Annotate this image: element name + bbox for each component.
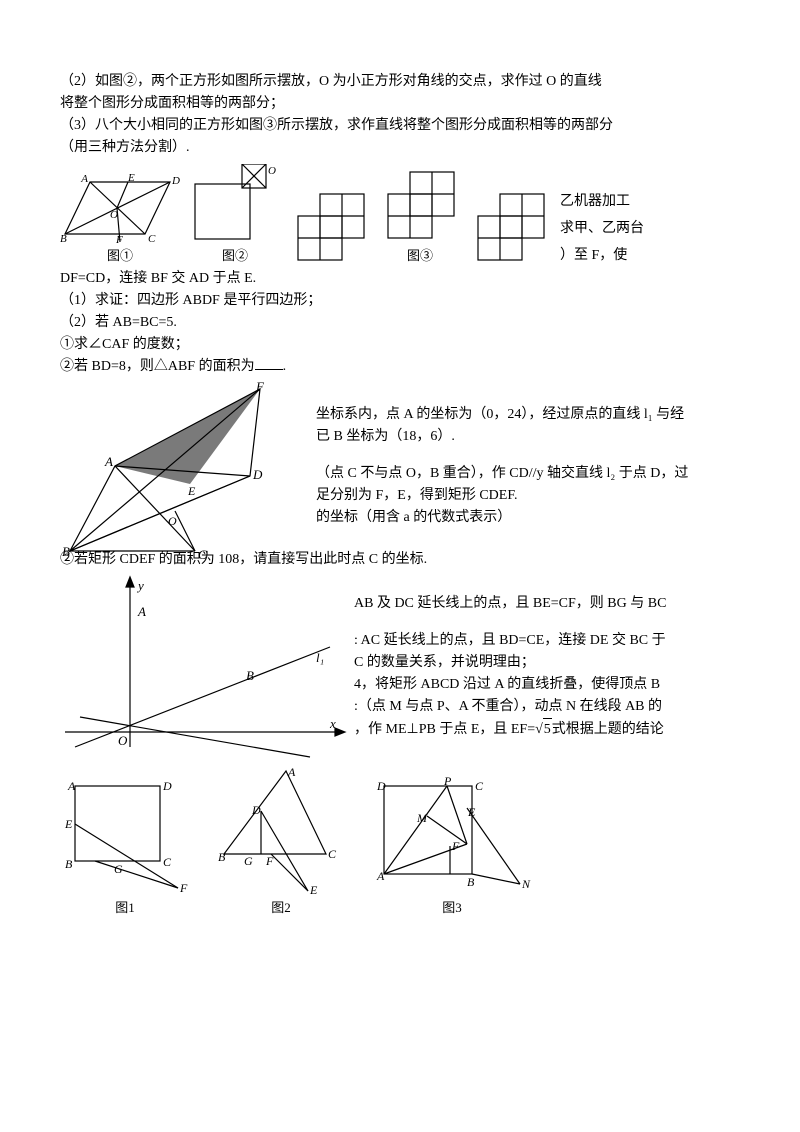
sqrt-value: 5 [543,718,552,740]
figure-2-caption: 图② [222,246,248,266]
figure-b1-caption: 图1 [115,898,135,918]
bd8-dot: . [283,359,287,374]
svg-text:B: B [246,668,254,683]
svg-text:A: A [104,454,113,469]
line-bd8: ②若 BD=8，则△ABF 的面积为. [60,356,740,377]
s3-line4: 4，将矩形 ABCD 沿过 A 的直线折叠，使得顶点 B [354,674,666,695]
line-df-cd: DF=CD，连接 BF 交 AD 于点 E. [60,268,740,289]
svg-text:N: N [521,877,531,891]
svg-text:M: M [416,811,428,825]
svg-text:F: F [255,381,265,394]
svg-text:C: C [148,233,156,244]
svg-text:D: D [252,467,263,482]
svg-text:O: O [268,165,276,177]
svg-text:C: C [163,855,172,869]
svg-text:G: G [114,862,123,876]
svg-text:D: D [376,779,386,793]
svg-text:F: F [115,234,123,244]
svg-text:O: O [118,733,128,748]
svg-text:C: C [475,779,484,793]
svg-text:A: A [137,604,146,619]
blank-underline [255,369,283,370]
cdef-108: ②若矩形 CDEF 的面积为 108，请直接写出此时点 C 的坐标. [60,549,740,570]
svg-text:A: A [80,174,88,185]
figure-b3-caption: 图3 [442,898,462,918]
sqrt-symbol: √5 [535,722,552,737]
bd8-text: ②若 BD=8，则△ABF 的面积为 [60,359,255,374]
figure-2: O 图② [190,164,280,266]
figure-row-bottom: A D E B G C F 图1 A D B G F C E 图2 [60,766,740,918]
figure-b1: A D E B G C F 图1 [60,776,190,918]
s2-line3: （点 C 不与点 O，B 重合），作 CD//y 轴交直线 l₂ 于点 D，过 [316,463,688,484]
line-prove: （1）求证：四边形 ABDF 是平行四边形； [60,290,740,311]
line-caf: ①求∠CAF 的度数； [60,334,740,355]
s2-line4: 足分别为 F，E，得到矩形 CDEF. [316,485,688,506]
s2-line5: 的坐标（用含 a 的代数式表示） [316,507,688,528]
svg-text:D: D [171,175,180,187]
s3-line2: : AC 延长线上的点，且 BD=CE，连接 DE 交 BC 于 [354,630,666,651]
s3-line1: AB 及 DC 延长线上的点，且 BE=CF，则 BG 与 BC [354,593,666,614]
figure-3-caption: 图③ [407,246,433,266]
s3-line6: ，作 ME⊥PB 于点 E，且 EF=√5式根据上题的结论 [354,718,666,740]
para-3-line2: （用三种方法分割）. [60,137,740,158]
svg-text:C: C [328,847,337,861]
svg-text:y: y [136,578,144,593]
svg-text:A: A [287,766,296,779]
svg-text:A: A [376,869,385,883]
svg-text:l₁: l₁ [316,650,324,665]
svg-text:E: E [127,174,135,184]
figure-row-1: A E D O B F C 图① O 图② [60,164,740,266]
figure-b2-caption: 图2 [271,898,291,918]
para-2-line1: （2）如图②，两个正方形如图所示摆放，O 为小正方形对角线的交点，求作过 O 的… [60,71,740,92]
side-text-1c: ）至 F，使 [560,245,644,266]
svg-text:A: A [67,779,76,793]
side-text-1a: 乙机器加工 [560,191,644,212]
svg-text:F: F [451,839,460,853]
figure-b2: A D B G F C E 图2 [216,766,346,918]
s2-line2: 已 B 坐标为（18，6）. [316,426,688,447]
svg-text:B: B [467,875,475,889]
figure-3b [380,169,460,244]
para-2-line2: 将整个图形分成面积相等的两部分； [60,93,740,114]
svg-text:F: F [265,854,274,868]
svg-text:E: E [64,817,73,831]
figure-1-caption: 图① [107,246,133,266]
svg-text:D: D [251,803,261,817]
figure-abdf: F A D E O B C [60,381,310,561]
svg-text:E: E [309,883,318,896]
svg-text:O: O [168,514,177,528]
para-3-line1: （3）八个大小相同的正方形如图③所示摆放，求作直线将整个图形分成面积相等的两部分 [60,115,740,136]
svg-text:F: F [179,881,188,895]
figure-1: A E D O B F C 图① [60,174,180,266]
s3f-post: 式根据上题的结论 [552,722,664,737]
svg-text:P: P [443,776,452,788]
svg-text:O: O [110,209,118,221]
svg-text:x: x [329,716,336,731]
svg-text:B: B [60,233,67,244]
figure-3c [470,191,550,266]
svg-text:G: G [244,854,253,868]
s3f-pre: ，作 ME⊥PB 于点 E，且 EF= [354,722,535,737]
svg-text:E: E [467,805,476,819]
svg-text:E: E [187,484,196,498]
figure-3a [290,191,370,266]
svg-text:D: D [162,779,172,793]
s3-line3: C 的数量关系，并说明理由； [354,652,666,673]
figure-b3: D P C E M F A B N 图3 [372,776,532,918]
svg-text:B: B [65,857,73,871]
s2-line1: 坐标系内，点 A 的坐标为（0，24），经过原点的直线 l₁ 与经 [316,404,688,425]
figure-coord: y A B l₁ O x [60,572,350,762]
s3-line5: :（点 M 与点 P、A 不重合），动点 N 在线段 AB 的 [354,696,666,717]
side-text-1b: 求甲、乙两台 [560,218,644,239]
svg-text:B: B [218,850,226,864]
line-ab-bc: （2）若 AB=BC=5. [60,312,740,333]
